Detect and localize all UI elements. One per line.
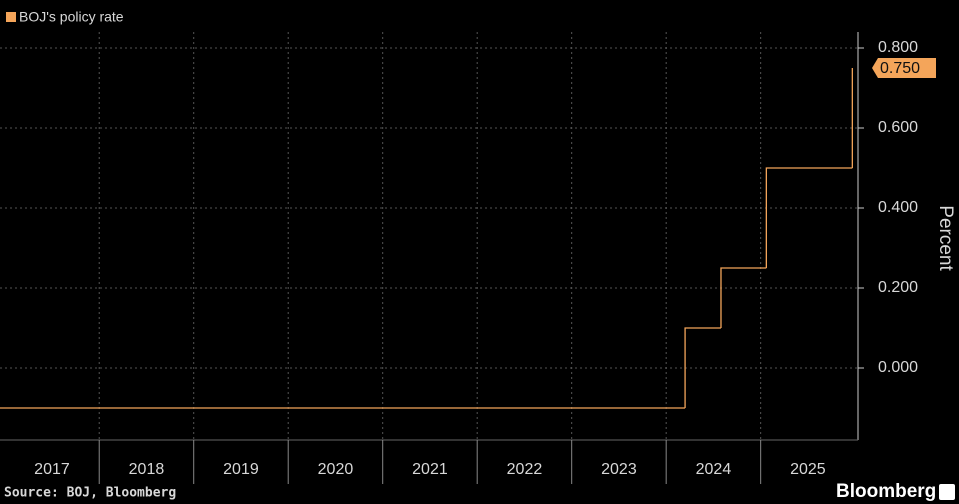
brand: Bloomberg: [836, 481, 936, 502]
y-axis-label: Percent: [935, 205, 956, 271]
x-tick-label: 2021: [412, 461, 448, 478]
x-tick-label: 2025: [790, 461, 826, 478]
y-tick-label: 0.600: [878, 119, 918, 136]
x-tick-label: 2018: [129, 461, 165, 478]
x-tick-label: 2024: [696, 461, 732, 478]
y-tick-label: 0.800: [878, 39, 918, 56]
brand-icon: [939, 484, 955, 500]
x-tick-label: 2017: [34, 461, 70, 478]
x-tick-label: 2022: [507, 461, 543, 478]
legend-label: BOJ's policy rate: [19, 9, 124, 25]
step-segment: [684, 327, 721, 408]
x-tick-label: 2019: [223, 461, 259, 478]
y-tick-label: 0.200: [878, 279, 918, 296]
value-badge: [872, 58, 936, 78]
legend-swatch: [6, 12, 16, 22]
source: Source: BOJ, Bloomberg: [4, 486, 176, 501]
step-segment: [765, 167, 853, 268]
x-tick-label: 2023: [601, 461, 637, 478]
value-label: 0.750: [880, 60, 920, 77]
step-segment: [720, 267, 767, 328]
y-tick-label: 0.400: [878, 199, 918, 216]
x-tick-label: 2020: [318, 461, 354, 478]
y-tick-label: 0.000: [878, 359, 918, 376]
